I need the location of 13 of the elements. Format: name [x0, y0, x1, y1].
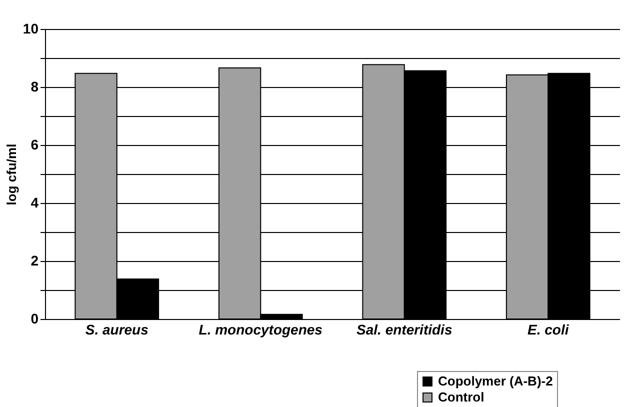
y-tick-label: 4: [30, 194, 39, 210]
legend-label: Copolymer (A-B)-2: [438, 374, 553, 388]
x-tick-label: E. coli: [528, 322, 570, 338]
y-tick-label: 10: [22, 20, 39, 36]
y-tick-label: 0: [30, 310, 39, 326]
y-tick-label: 2: [30, 252, 39, 268]
y-tick-label: 8: [30, 78, 39, 94]
y-tick-label: 6: [30, 136, 39, 152]
legend-label: Control: [438, 390, 484, 404]
x-tick-label: Sal. enteritidis: [356, 322, 452, 338]
y-axis-title: log cfu/ml: [4, 144, 19, 206]
x-tick-label: S. aureus: [85, 322, 149, 338]
x-tick-label: L. monocytogenes: [198, 322, 323, 338]
